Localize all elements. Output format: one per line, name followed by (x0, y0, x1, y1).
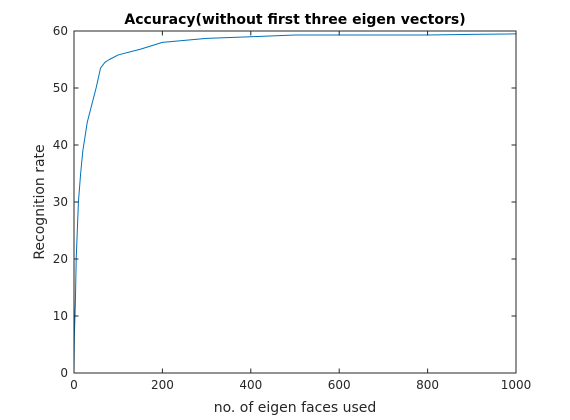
series-layer (73, 33, 517, 374)
x-tick-label: 0 (70, 378, 78, 392)
x-tick-label: 400 (239, 378, 262, 392)
y-axis-label: Recognition rate (32, 144, 48, 259)
x-tick-label: 800 (416, 378, 439, 392)
x-axis-label: no. of eigen faces used (214, 400, 377, 416)
y-tick-label: 20 (53, 252, 68, 266)
series-line-1 (73, 33, 517, 374)
y-tick-label: 30 (53, 195, 68, 209)
x-tick-label: 1000 (501, 378, 532, 392)
y-tick-label: 10 (53, 309, 68, 323)
x-tick-label: 600 (328, 378, 351, 392)
ticks-layer: 0 200 400 600 800 1000 0 10 20 30 40 50 60 (53, 24, 532, 392)
chart-title: Accuracy(without first three eigen vecto… (124, 12, 465, 28)
x-tick-label: 200 (151, 378, 174, 392)
y-tick-label: 60 (53, 24, 68, 38)
y-tick-label: 40 (53, 138, 68, 152)
y-tick-label: 0 (60, 366, 68, 380)
y-tick-label: 50 (53, 81, 68, 95)
plot-area (74, 31, 516, 373)
